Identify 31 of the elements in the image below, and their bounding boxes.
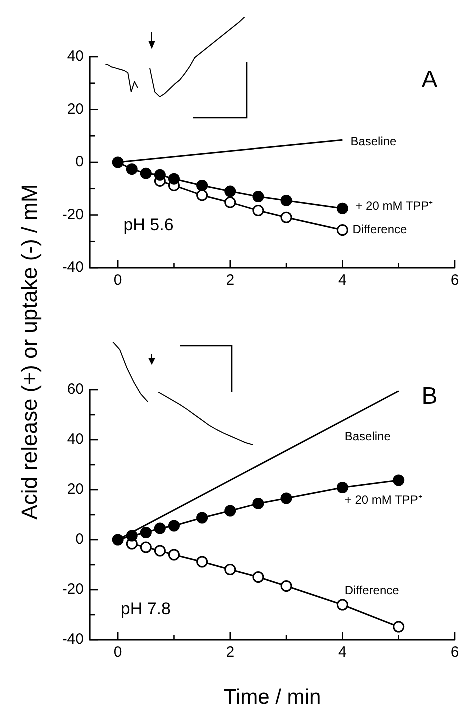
series-label: Baseline: [344, 430, 392, 444]
y-tick-label: 40: [67, 431, 84, 448]
x-tick-label: 6: [450, 644, 460, 662]
series-label: Difference: [352, 222, 408, 237]
x-tick-label: 0: [114, 644, 122, 662]
series-label: Baseline: [350, 134, 398, 148]
series-label: + 20 mM TPP⁺: [356, 198, 434, 213]
series-label: Difference: [344, 583, 400, 598]
y-axis-title: Acid release (+) or uptake (-) / mM: [17, 184, 43, 520]
annotation: A: [422, 66, 438, 94]
x-tick-label: 4: [338, 644, 347, 662]
x-tick-label: 4: [338, 272, 347, 290]
y-tick-label: -40: [62, 259, 84, 276]
annotation: B: [422, 383, 438, 410]
x-tick-label: 6: [450, 272, 460, 290]
series-label: + 20 mM TPP⁺: [344, 492, 422, 507]
y-tick-label: 60: [67, 381, 84, 398]
x-tick-label: 2: [226, 272, 235, 290]
y-tick-label: -20: [62, 581, 84, 598]
x-tick-label: 2: [226, 644, 235, 662]
y-tick-label: 0: [76, 154, 84, 171]
y-tick-label: 40: [67, 48, 84, 66]
annotation: pH 7.8: [120, 600, 171, 619]
annotation: pH 5.6: [124, 215, 174, 234]
x-axis-title: Time / min: [224, 686, 322, 707]
y-tick-label: -20: [62, 206, 84, 224]
y-tick-label: 0: [76, 531, 84, 548]
y-tick-label: 20: [67, 100, 84, 118]
x-tick-label: 0: [114, 272, 122, 290]
y-tick-label: -40: [62, 631, 84, 648]
y-tick-label: 20: [67, 481, 84, 498]
